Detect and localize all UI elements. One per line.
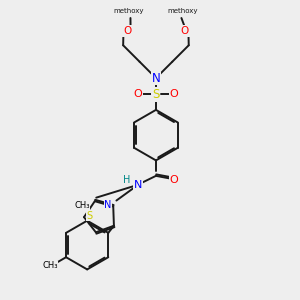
Text: O: O	[123, 26, 131, 36]
Text: O: O	[169, 89, 178, 99]
Text: CH₃: CH₃	[42, 262, 58, 271]
Text: S: S	[86, 211, 92, 221]
Text: CH₃: CH₃	[74, 201, 90, 210]
Text: methoxy: methoxy	[114, 8, 144, 14]
Text: N: N	[152, 72, 160, 85]
Text: O: O	[169, 175, 178, 185]
Text: H: H	[123, 175, 130, 185]
Text: O: O	[181, 26, 189, 36]
Text: N: N	[134, 180, 142, 190]
Text: S: S	[152, 88, 160, 101]
Text: N: N	[104, 200, 112, 210]
Text: methoxy: methoxy	[168, 8, 198, 14]
Text: O: O	[134, 89, 142, 99]
